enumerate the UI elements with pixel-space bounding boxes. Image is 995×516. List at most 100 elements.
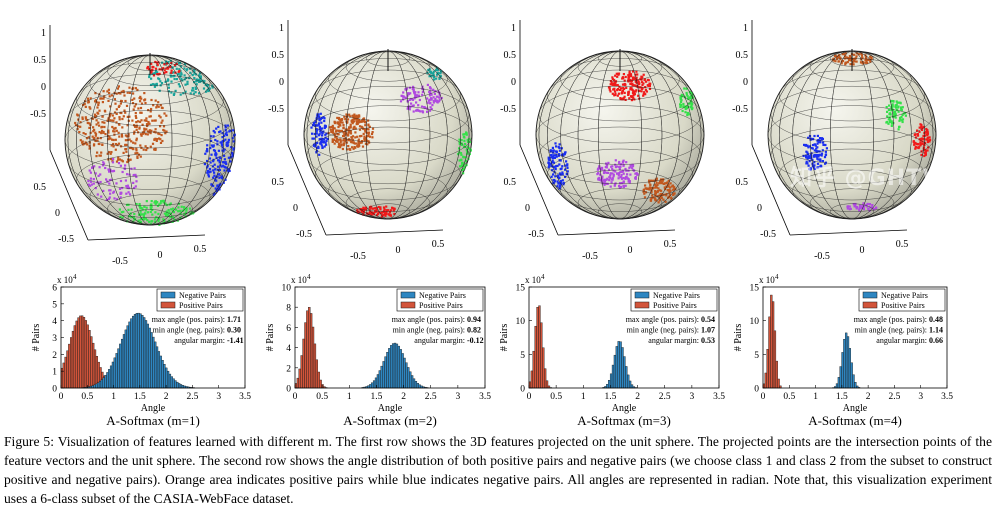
feature-point <box>632 169 635 172</box>
feature-point <box>348 139 352 142</box>
feature-point <box>339 139 342 142</box>
feature-point <box>438 98 441 101</box>
feature-point <box>157 220 160 223</box>
latitude-line <box>538 126 702 185</box>
feature-point <box>642 190 645 193</box>
feature-point <box>179 209 182 212</box>
feature-point <box>208 157 212 160</box>
feature-point <box>121 216 124 219</box>
feature-point <box>319 112 322 115</box>
feature-point <box>319 118 322 121</box>
feature-point <box>117 162 121 165</box>
feature-point <box>667 183 670 186</box>
feature-point <box>340 144 343 147</box>
x-tick-label: 1.5 <box>134 392 146 402</box>
feature-point <box>142 214 145 218</box>
feature-point <box>101 101 104 104</box>
feature-point <box>618 167 621 171</box>
feature-point <box>337 133 340 136</box>
feature-point <box>96 106 99 109</box>
y-tick-label: 15 <box>750 284 760 294</box>
feature-point <box>172 75 175 78</box>
feature-point <box>119 196 122 199</box>
feature-point <box>355 118 358 121</box>
feature-point <box>596 173 599 176</box>
feature-point <box>649 82 652 85</box>
feature-point <box>629 95 633 98</box>
feature-point <box>361 126 364 129</box>
feature-point <box>103 95 106 98</box>
feature-point <box>205 150 208 153</box>
feature-point <box>229 156 232 159</box>
feature-point <box>101 125 104 128</box>
feature-point <box>131 98 134 101</box>
histogram-bar <box>627 374 630 389</box>
feature-point <box>150 62 153 65</box>
x-tick-label: 0 <box>293 392 298 402</box>
feature-point <box>224 161 227 164</box>
feature-point <box>917 146 920 150</box>
histogram-bar <box>311 326 315 389</box>
feature-point <box>640 90 643 93</box>
feature-point <box>900 109 903 112</box>
feature-point <box>627 92 630 95</box>
feature-point <box>365 139 368 143</box>
feature-point <box>890 99 893 103</box>
feature-point <box>643 91 646 94</box>
feature-point <box>164 202 167 205</box>
feature-point <box>648 84 651 88</box>
feature-point <box>365 131 368 134</box>
histogram-bar <box>405 362 408 389</box>
feature-point <box>428 86 432 89</box>
feature-point <box>613 78 616 82</box>
feature-point <box>551 157 555 160</box>
feature-point <box>200 79 203 83</box>
feature-point <box>603 171 606 174</box>
z-tick-label: 0 <box>511 77 516 88</box>
feature-point <box>616 89 619 92</box>
feature-point <box>928 140 931 143</box>
feature-point <box>460 139 463 142</box>
feature-point <box>189 92 192 95</box>
feature-point <box>628 181 631 184</box>
feature-point <box>158 78 161 81</box>
feature-point <box>894 105 897 108</box>
feature-point <box>169 65 172 68</box>
feature-point <box>359 141 362 144</box>
feature-point <box>321 146 324 149</box>
feature-point <box>135 128 138 131</box>
feature-point <box>154 72 157 75</box>
feature-point <box>673 186 676 189</box>
feature-point <box>808 168 811 171</box>
feature-point <box>865 205 868 208</box>
feature-point <box>860 52 863 55</box>
feature-point <box>558 149 561 152</box>
feature-point <box>620 92 623 95</box>
feature-point <box>335 129 338 132</box>
feature-point <box>464 160 467 163</box>
feature-point <box>132 108 135 111</box>
feature-point <box>611 78 614 81</box>
feature-point <box>426 110 429 113</box>
sphere-panel-2: 10.50-0.50.50-0.5-0.500.5 <box>268 20 473 262</box>
feature-point <box>342 134 345 138</box>
feature-point <box>166 213 169 216</box>
feature-point <box>128 91 131 94</box>
feature-point <box>611 172 614 175</box>
feature-point <box>108 95 111 98</box>
feature-point <box>638 86 641 89</box>
feature-point <box>627 76 630 79</box>
feature-point <box>132 181 135 184</box>
feature-point <box>352 120 355 124</box>
feature-cluster <box>607 70 652 102</box>
feature-point <box>206 159 209 163</box>
feature-point <box>642 92 645 96</box>
histogram-bar <box>393 342 397 389</box>
feature-point <box>170 75 173 78</box>
feature-point <box>409 105 412 109</box>
feature-point <box>429 87 432 90</box>
histogram-bar <box>178 383 181 389</box>
feature-point <box>206 164 209 167</box>
feature-point <box>315 128 318 131</box>
